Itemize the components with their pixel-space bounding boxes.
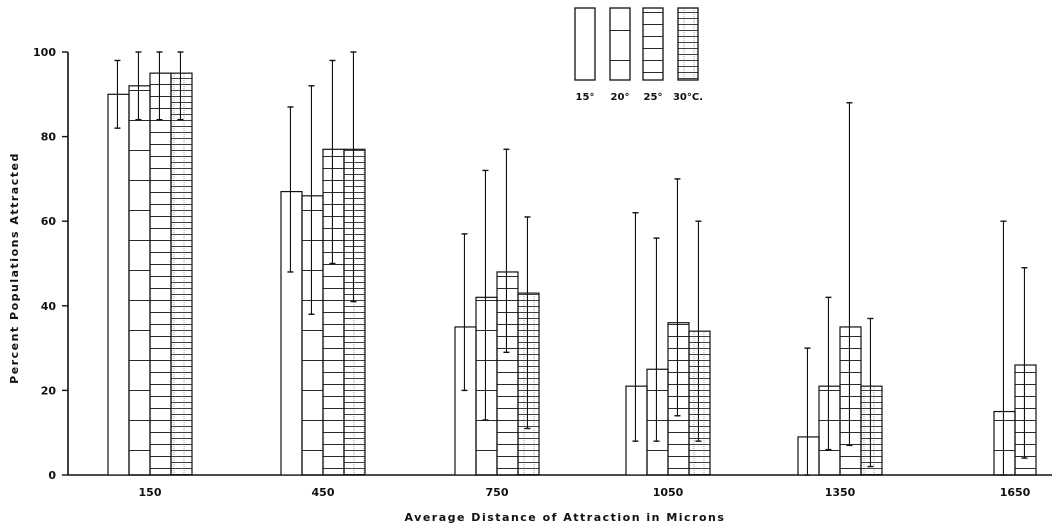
y-tick-label: 40 [41, 300, 57, 313]
x-tick-label: 750 [486, 486, 509, 499]
bar [517, 292, 540, 476]
bar [1014, 364, 1037, 476]
bar [993, 410, 1016, 476]
y-axis-title: Percent Populations Attracted [8, 152, 21, 384]
bar [343, 148, 366, 476]
y-tick-label: 60 [41, 215, 57, 228]
bar [322, 148, 345, 476]
y-tick-label: 100 [33, 46, 56, 59]
bar [454, 326, 477, 476]
bar [475, 296, 498, 476]
bar [818, 385, 841, 476]
bar [128, 85, 151, 476]
y-tick-label: 80 [41, 131, 57, 144]
y-tick-label: 0 [48, 469, 56, 482]
bar [280, 190, 303, 476]
bar [301, 195, 324, 476]
legend-label: 15° [576, 92, 595, 103]
x-tick-label: 1050 [653, 486, 684, 499]
bar [839, 326, 862, 476]
legend: 15° 20° 25° 30°C. [574, 7, 703, 103]
bar [625, 385, 648, 476]
y-tick-label: 20 [41, 384, 57, 397]
bar [107, 93, 130, 476]
bar [496, 271, 519, 476]
x-axis-title: Average Distance of Attraction in Micron… [405, 511, 726, 524]
bar [667, 322, 690, 476]
x-axis: 150 450 750 1050 1350 1650 [68, 474, 1052, 499]
x-tick-label: 150 [139, 486, 162, 499]
bar [149, 72, 172, 476]
y-axis: 0 20 40 60 80 100 [33, 46, 69, 482]
x-tick-label: 450 [312, 486, 335, 499]
bar [688, 330, 711, 476]
x-tick-label: 1650 [1000, 486, 1031, 499]
legend-label: 20° [611, 92, 630, 103]
bars [107, 72, 1037, 476]
x-tick-label: 1350 [825, 486, 856, 499]
legend-label: 25° [644, 92, 663, 103]
legend-label: 30°C. [673, 92, 703, 103]
legend-swatch [642, 7, 664, 81]
bar [860, 385, 883, 476]
bar [170, 72, 193, 476]
error-bars [114, 51, 1028, 476]
legend-swatch [609, 7, 631, 81]
legend-swatch [677, 7, 699, 81]
bar [797, 436, 820, 476]
bar [646, 368, 669, 476]
legend-swatch [574, 7, 596, 81]
